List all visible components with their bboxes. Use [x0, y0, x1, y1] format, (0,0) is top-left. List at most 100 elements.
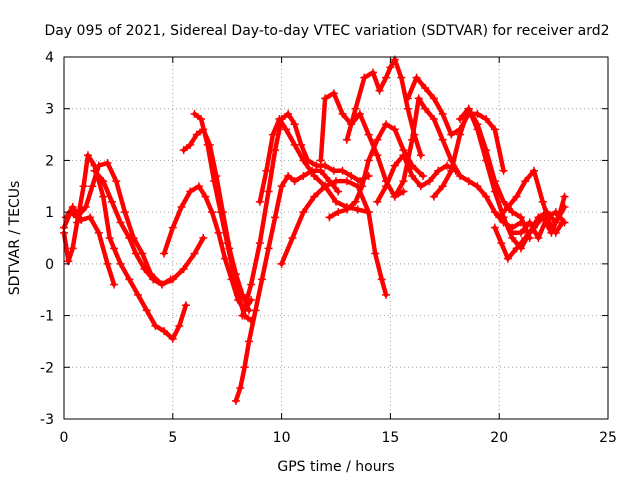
- data-point-marker: [382, 120, 391, 129]
- data-point-marker: [210, 177, 219, 186]
- data-point-marker: [482, 192, 491, 201]
- data-point-marker: [290, 140, 299, 149]
- data-point-marker: [277, 259, 286, 268]
- x-tick-label: 20: [490, 430, 508, 446]
- data-point-marker: [414, 94, 423, 103]
- data-point-marker: [116, 218, 125, 227]
- data-point-marker: [110, 280, 119, 289]
- y-tick-label: 4: [45, 50, 54, 66]
- data-point-marker: [456, 115, 465, 124]
- data-point-marker: [131, 249, 140, 258]
- data-point-marker: [79, 182, 88, 191]
- data-point-marker: [284, 171, 293, 180]
- data-point-marker: [316, 166, 325, 175]
- y-tick-label: -3: [40, 412, 54, 428]
- data-point-marker: [456, 171, 465, 180]
- data-point-marker: [508, 208, 517, 217]
- data-point-marker: [179, 265, 188, 274]
- data-point-marker: [168, 223, 177, 232]
- data-point-marker: [355, 109, 364, 118]
- data-point-marker: [284, 109, 293, 118]
- data-point-marker: [438, 182, 447, 191]
- data-point-marker: [442, 161, 451, 170]
- data-point-marker: [90, 166, 99, 175]
- data-point-marker: [429, 115, 438, 124]
- y-tick-label: -2: [40, 360, 54, 376]
- data-point-marker: [329, 166, 338, 175]
- series-track-17: [405, 75, 506, 174]
- x-tick-label: 0: [60, 430, 69, 446]
- data-point-marker: [373, 197, 382, 206]
- data-point-marker: [508, 228, 517, 237]
- data-point-marker: [160, 327, 169, 336]
- data-point-marker: [490, 223, 499, 232]
- data-point-marker: [149, 275, 158, 284]
- data-point-marker: [399, 177, 408, 186]
- axes-ticks: 0 5 10 15 20 25 -3 -2 -1 0 1 2 3 4: [40, 50, 617, 446]
- data-point-marker: [338, 166, 347, 175]
- plot-frame: [63, 56, 609, 420]
- data-point-marker: [473, 125, 482, 134]
- data-point-marker: [299, 171, 308, 180]
- data-point-marker: [231, 396, 240, 405]
- data-point-marker: [382, 290, 391, 299]
- series-track-08: [233, 168, 341, 404]
- data-point-marker: [342, 135, 351, 144]
- data-point-marker: [399, 187, 408, 196]
- data-point-marker: [77, 215, 86, 224]
- data-point-marker: [190, 109, 199, 118]
- data-point-marker: [368, 68, 377, 77]
- data-point-marker: [247, 280, 256, 289]
- data-point-marker: [347, 171, 356, 180]
- data-point-marker: [447, 166, 456, 175]
- data-point-marker: [140, 265, 149, 274]
- data-point-marker: [499, 166, 508, 175]
- data-point-marker: [310, 192, 319, 201]
- data-point-marker: [68, 244, 77, 253]
- data-point-marker: [214, 228, 223, 237]
- data-point-marker: [495, 213, 504, 222]
- series-track-15: [375, 153, 458, 205]
- data-point-marker: [521, 234, 530, 242]
- data-point-marker: [351, 104, 360, 113]
- data-point-marker: [390, 192, 399, 201]
- data-point-marker: [197, 115, 206, 124]
- x-tick-label: 5: [168, 430, 177, 446]
- data-point-marker: [390, 161, 399, 170]
- data-point-marker: [521, 177, 530, 186]
- data-point-marker: [186, 140, 195, 149]
- data-point-marker: [234, 290, 243, 299]
- data-point-marker: [419, 171, 428, 180]
- data-point-marker: [403, 94, 412, 103]
- data-point-marker: [157, 280, 166, 289]
- data-point-marker: [482, 115, 491, 124]
- data-point-marker: [473, 109, 482, 118]
- data-point-marker: [473, 182, 482, 191]
- data-point-marker: [325, 213, 334, 222]
- data-point-marker: [332, 177, 340, 186]
- data-point-marker: [447, 130, 456, 139]
- data-point-marker: [86, 213, 95, 222]
- data-point-marker: [382, 73, 391, 82]
- data-point-marker: [538, 197, 547, 206]
- data-point-marker: [497, 239, 506, 248]
- data-point-marker: [516, 228, 525, 237]
- data-point-marker: [216, 208, 225, 217]
- data-point-marker: [416, 182, 425, 191]
- data-point-marker: [99, 177, 108, 186]
- data-point-marker: [192, 130, 201, 139]
- data-point-marker: [438, 135, 447, 144]
- data-point-marker: [103, 159, 112, 168]
- data-point-marker: [207, 208, 216, 217]
- data-point-marker: [412, 73, 421, 82]
- data-point-marker: [421, 84, 430, 93]
- data-point-marker: [342, 205, 351, 214]
- data-point-marker: [120, 208, 129, 217]
- data-series: [60, 55, 569, 405]
- data-point-marker: [316, 156, 325, 165]
- x-tick-label: 25: [599, 430, 617, 446]
- data-point-marker: [321, 94, 330, 103]
- x-tick-label: 10: [273, 430, 291, 446]
- data-point-marker: [421, 104, 430, 113]
